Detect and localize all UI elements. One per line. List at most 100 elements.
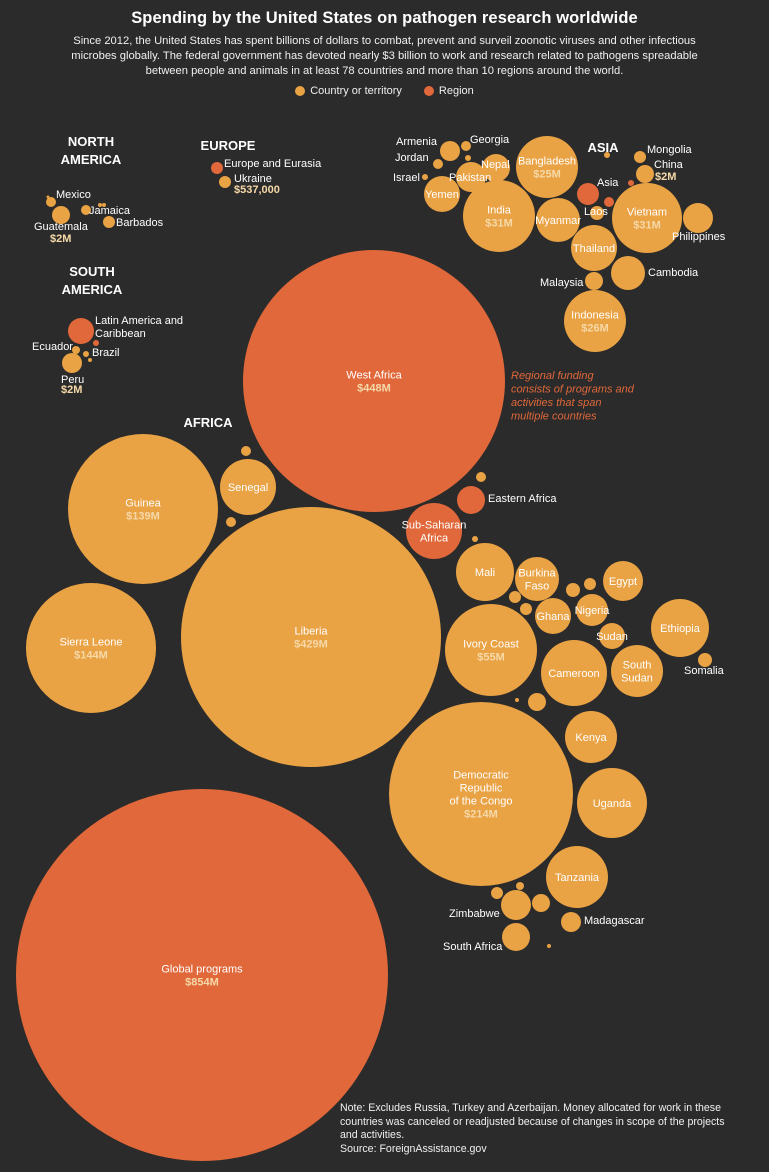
bubble-barbados [103, 216, 115, 228]
bubble-label-sub-saharan-africa: Sub-Saharan Africa [402, 520, 467, 545]
bubble-ecuador [72, 346, 80, 354]
chart-subtitle: Since 2012, the United States has spent … [71, 35, 698, 77]
bubble-circle-guatemala [52, 206, 70, 224]
bubble-circle-tanzania [546, 846, 608, 908]
bubble-label-indonesia: Indonesia [571, 310, 620, 322]
bubble-label-vietnam: Vietnam [627, 207, 667, 219]
bubble-circle-democratic-republic-of-the-congo [389, 702, 573, 886]
bubble-senegal [220, 459, 276, 515]
bubble-label-south-africa: South Africa [443, 941, 503, 953]
bubble-myanmar [536, 198, 580, 242]
tiny-dot-10 [241, 446, 251, 456]
bubble-circle-liberia [181, 507, 441, 767]
tiny-dot-18 [528, 693, 546, 711]
bubble-label-cameroon: Cameroon [548, 668, 599, 680]
bubble-nepal [482, 154, 510, 182]
bubble-label-mexico: Mexico [56, 189, 91, 201]
bubble-circle-bangladesh [516, 136, 578, 198]
bubble-indonesia [564, 290, 626, 352]
bubble-west-africa [243, 250, 505, 512]
bubble-label-europe-and-eurasia: Europe and Eurasia [224, 158, 322, 170]
bubble-nigeria [576, 594, 608, 626]
bubble-circle-guinea [68, 434, 218, 584]
bubbles-layer [16, 136, 713, 1161]
tiny-dot-4 [88, 358, 92, 362]
bubble-value-west-africa: $448M [357, 383, 391, 395]
tiny-dot-20 [516, 882, 524, 890]
bubble-label-peru: Peru [61, 374, 84, 386]
bubble-ghana [535, 598, 571, 634]
legend-label-region: Region [438, 85, 474, 97]
bubble-egypt [603, 561, 643, 601]
bubble-malaysia [585, 272, 603, 290]
bubble-sub-saharan-africa [406, 503, 462, 559]
bubble-label-democratic-republic-of-the-congo: Democratic Republic of the Congo [450, 770, 513, 808]
bubble-burkina-faso [515, 557, 559, 601]
bubble-circle-senegal [220, 459, 276, 515]
bubble-circle-ghana [535, 598, 571, 634]
tiny-dot-6 [604, 197, 614, 207]
bubble-ivory-coast [445, 604, 537, 696]
bubble-armenia [440, 141, 460, 161]
bubble-value-china: $2M [655, 171, 676, 183]
bubble-eastern-africa [457, 486, 485, 514]
bubble-label-thailand: Thailand [573, 243, 615, 255]
bubble-label-bangladesh: Bangladesh [518, 156, 576, 168]
bubble-label-nepal: Nepal [481, 159, 510, 171]
bubble-circle-latin-america-and-caribbean [68, 318, 94, 344]
bubble-jamaica [81, 205, 91, 215]
bubble-latin-america-and-caribbean [68, 318, 94, 344]
bubble-label-senegal: Senegal [228, 482, 268, 494]
bubble-label-armenia: Armenia [396, 136, 438, 148]
bubble-value-liberia: $429M [294, 639, 328, 651]
tiny-dot-13 [472, 536, 478, 542]
bubble-label-israel: Israel [393, 172, 420, 184]
bubble-democratic-republic-of-the-congo [389, 702, 573, 886]
bubble-label-guinea: Guinea [125, 498, 161, 510]
bubble-europe-and-eurasia [211, 162, 223, 174]
bubble-laos [590, 206, 604, 220]
bubble-circle-south-sudan [611, 645, 663, 697]
bubble-israel [422, 174, 428, 180]
bubble-circle-armenia [440, 141, 460, 161]
bubble-circle-global-programs [16, 789, 388, 1161]
legend: Country or territory Region [0, 85, 769, 97]
bubble-label-cambodia: Cambodia [648, 267, 699, 279]
bubble-value-democratic-republic-of-the-congo: $214M [464, 809, 498, 821]
bubble-circle-asia [577, 183, 599, 205]
bubble-madagascar [561, 912, 581, 932]
bubble-label-asia: Asia [597, 177, 619, 189]
tiny-dot-5 [628, 180, 634, 186]
bubble-jordan [433, 159, 443, 169]
bubble-label-ivory-coast: Ivory Coast [463, 639, 519, 651]
bubble-circle-brazil [83, 351, 89, 357]
bubble-value-indonesia: $26M [581, 323, 609, 335]
source-text: Source: ForeignAssistance.gov [340, 1142, 487, 1155]
bubble-label-mongolia: Mongolia [647, 144, 693, 156]
bubble-circle-yemen [424, 176, 460, 212]
bubble-circle-vietnam [612, 183, 682, 253]
group-heading-africa: AFRICA [183, 415, 233, 430]
bubble-label-yemen: Yemen [425, 189, 459, 201]
tiny-dot-17 [584, 578, 596, 590]
legend-label-country: Country or territory [310, 85, 402, 97]
bubble-south-africa [502, 923, 530, 951]
bubble-value-peru: $2M [61, 384, 82, 396]
bubble-cameroon [541, 640, 607, 706]
bubble-mexico [46, 197, 56, 207]
tiny-dot-0 [46, 195, 50, 199]
bubble-pakistan [456, 162, 486, 192]
bubble-circle-south-africa [502, 923, 530, 951]
bubble-thailand [571, 225, 617, 271]
bubble-label-malaysia: Malaysia [540, 277, 584, 289]
bubble-sierra-leone [26, 583, 156, 713]
bubble-label-pakistan: Pakistan [449, 172, 491, 184]
bubble-circle-mali [456, 543, 514, 601]
bubble-value-vietnam: $31M [633, 220, 661, 232]
bubble-value-guatemala: $2M [50, 233, 71, 245]
bubble-circle-madagascar [561, 912, 581, 932]
bubble-circle-ecuador [72, 346, 80, 354]
bubble-circle-sudan [599, 623, 625, 649]
bubble-tanzania [546, 846, 608, 908]
